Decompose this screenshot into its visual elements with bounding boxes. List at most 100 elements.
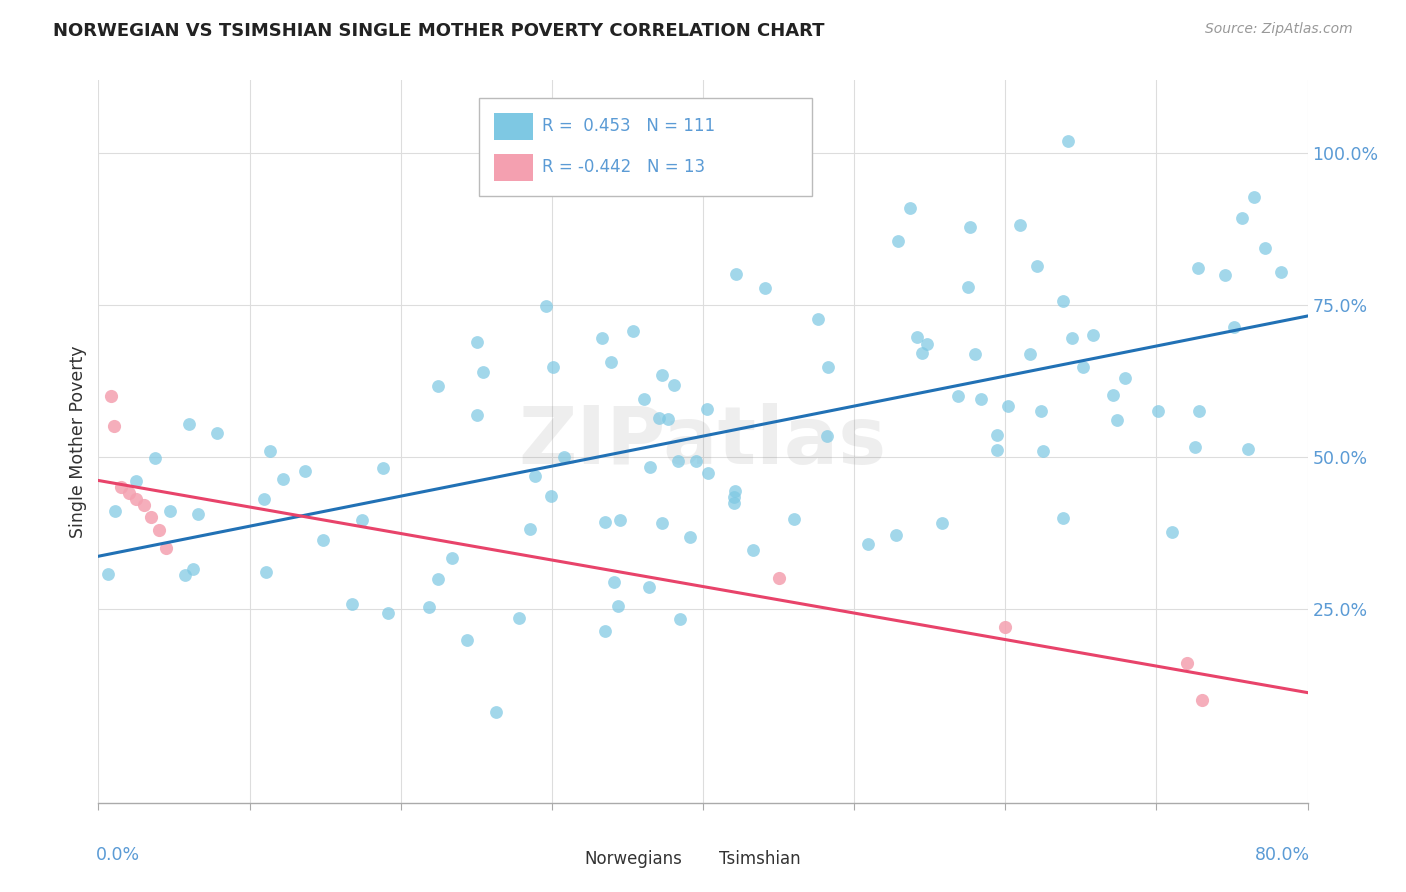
Point	[754, 281, 776, 295]
Point	[1184, 440, 1206, 454]
Point	[858, 536, 880, 550]
Point	[638, 580, 661, 594]
Point	[1101, 388, 1123, 402]
Text: R =  0.453   N = 111: R = 0.453 N = 111	[543, 117, 716, 135]
Point	[1175, 656, 1198, 670]
Point	[1052, 293, 1074, 308]
Point	[524, 468, 547, 483]
Point	[593, 516, 616, 530]
Point	[465, 335, 488, 350]
Point	[1254, 241, 1277, 255]
Point	[609, 513, 631, 527]
Point	[271, 472, 294, 486]
FancyBboxPatch shape	[551, 849, 581, 872]
Point	[651, 516, 673, 531]
Point	[662, 378, 685, 392]
Point	[1147, 404, 1170, 418]
Point	[668, 612, 690, 626]
Point	[607, 599, 630, 614]
Point	[679, 530, 702, 544]
Point	[441, 551, 464, 566]
Point	[472, 365, 495, 379]
Point	[1161, 524, 1184, 539]
Point	[723, 491, 745, 505]
Point	[125, 492, 148, 507]
Point	[633, 392, 655, 407]
Point	[783, 512, 806, 526]
Point	[986, 427, 1008, 442]
Point	[254, 565, 277, 579]
Point	[159, 504, 181, 518]
Point	[125, 474, 148, 488]
Point	[553, 450, 575, 464]
Point	[456, 633, 478, 648]
Point	[1188, 404, 1211, 418]
Point	[994, 620, 1017, 634]
Point	[666, 454, 689, 468]
Point	[519, 522, 541, 536]
Point	[724, 267, 747, 281]
Point	[742, 543, 765, 558]
Y-axis label: Single Mother Poverty: Single Mother Poverty	[69, 345, 87, 538]
Point	[997, 400, 1019, 414]
Point	[638, 459, 661, 474]
FancyBboxPatch shape	[494, 112, 533, 140]
Point	[543, 360, 565, 375]
Point	[418, 600, 440, 615]
Point	[100, 389, 122, 403]
Point	[1026, 260, 1049, 274]
Point	[1071, 359, 1094, 374]
Point	[1032, 444, 1054, 458]
Point	[1243, 190, 1265, 204]
Point	[294, 464, 316, 478]
Point	[1270, 265, 1292, 279]
Point	[696, 401, 718, 416]
Point	[1223, 319, 1246, 334]
Point	[697, 466, 720, 480]
Point	[970, 392, 993, 406]
Point	[1029, 404, 1052, 418]
Point	[534, 299, 557, 313]
Point	[1018, 347, 1040, 361]
Point	[959, 219, 981, 234]
Point	[651, 368, 673, 383]
Point	[768, 571, 790, 585]
Text: NORWEGIAN VS TSIMSHIAN SINGLE MOTHER POVERTY CORRELATION CHART: NORWEGIAN VS TSIMSHIAN SINGLE MOTHER POV…	[53, 22, 825, 40]
Text: Source: ZipAtlas.com: Source: ZipAtlas.com	[1205, 22, 1353, 37]
Point	[371, 460, 394, 475]
Point	[340, 597, 363, 611]
Point	[948, 389, 970, 403]
FancyBboxPatch shape	[685, 849, 714, 872]
Text: ZIPatlas: ZIPatlas	[519, 402, 887, 481]
Point	[148, 523, 170, 537]
Text: Tsimshian: Tsimshian	[718, 850, 800, 868]
Text: Norwegians: Norwegians	[585, 850, 682, 868]
Point	[1056, 134, 1078, 148]
Point	[591, 331, 613, 345]
Point	[986, 442, 1008, 457]
Point	[377, 606, 399, 620]
Point	[1236, 442, 1258, 457]
Point	[110, 480, 132, 494]
Point	[426, 573, 449, 587]
FancyBboxPatch shape	[479, 98, 811, 196]
Point	[884, 527, 907, 541]
Point	[508, 611, 530, 625]
Point	[1187, 261, 1209, 276]
Point	[187, 507, 209, 521]
Point	[181, 562, 204, 576]
Point	[1008, 219, 1031, 233]
Point	[815, 428, 838, 442]
Point	[118, 486, 141, 500]
Point	[657, 412, 679, 426]
Point	[427, 379, 450, 393]
Point	[911, 345, 934, 359]
Point	[648, 411, 671, 425]
Point	[602, 574, 624, 589]
Point	[1107, 413, 1129, 427]
Point	[132, 498, 155, 512]
Point	[965, 347, 987, 361]
Point	[931, 516, 953, 530]
Point	[1230, 211, 1253, 225]
FancyBboxPatch shape	[494, 154, 533, 181]
